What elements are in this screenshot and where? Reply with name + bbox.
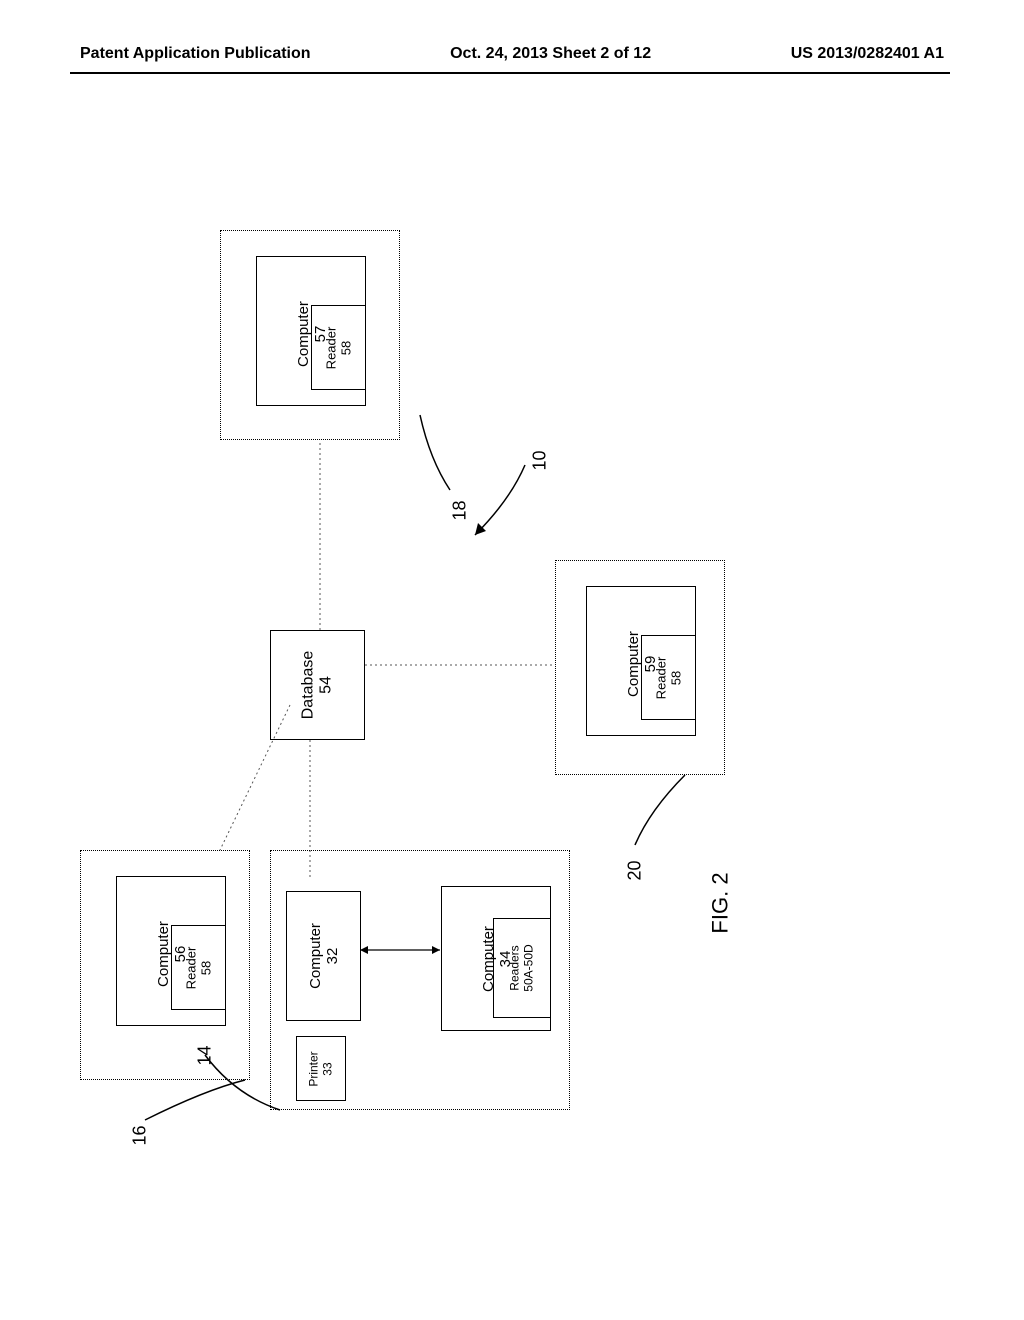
reader-label-c: Reader	[653, 656, 668, 699]
database-num: 54	[318, 676, 335, 694]
page-header: Patent Application Publication Oct. 24, …	[0, 45, 1024, 63]
computer-59: Computer 59 Reader 58	[586, 586, 696, 736]
reader-label-a: Reader	[183, 946, 198, 989]
computer-57-label: Computer	[295, 301, 312, 367]
printer-label: Printer	[307, 1051, 321, 1086]
header-right: US 2013/0282401 A1	[791, 45, 944, 63]
printer-33: Printer 33	[296, 1036, 346, 1101]
group-14: Computer 32 Printer 33 Computer 34 Reade…	[270, 850, 570, 1110]
reader-58-a: Reader 58	[171, 925, 226, 1010]
reader-label-b: Reader	[323, 326, 338, 369]
computer-56-label: Computer	[155, 921, 172, 987]
reader-58-c: Reader 58	[641, 635, 696, 720]
group-20: Computer 59 Reader 58	[555, 560, 725, 775]
readers-num: 50A-50D	[522, 944, 536, 991]
figure-diagram: Database 54 Computer 56 Reader 58 Comput…	[0, 150, 1024, 1250]
reader-num-c: 58	[668, 670, 683, 684]
readers-label: Readers	[508, 945, 522, 990]
printer-num: 33	[321, 1062, 335, 1075]
reader-num-a: 58	[198, 960, 213, 974]
reader-num-b: 58	[338, 340, 353, 354]
callout-16: 16	[130, 1125, 151, 1145]
computer-34: Computer 34 Readers 50A-50D	[441, 886, 551, 1031]
callout-10: 10	[530, 450, 551, 470]
computer-32: Computer 32	[286, 891, 361, 1021]
header-rule	[70, 72, 950, 74]
header-center: Oct. 24, 2013 Sheet 2 of 12	[450, 45, 651, 63]
figure-label: FIG. 2	[708, 872, 734, 933]
database-label: Database	[300, 651, 317, 720]
header-left: Patent Application Publication	[80, 45, 311, 63]
computer-32-label: Computer	[306, 923, 323, 989]
database-box: Database 54	[270, 630, 365, 740]
callout-20: 20	[625, 860, 646, 880]
readers-50: Readers 50A-50D	[493, 918, 551, 1018]
computer-56: Computer 56 Reader 58	[116, 876, 226, 1026]
callout-14: 14	[195, 1045, 216, 1065]
computer-59-label: Computer	[625, 631, 642, 697]
computer-57: Computer 57 Reader 58	[256, 256, 366, 406]
reader-58-b: Reader 58	[311, 305, 366, 390]
group-16: Computer 56 Reader 58	[80, 850, 250, 1080]
callout-18: 18	[450, 500, 471, 520]
group-18: Computer 57 Reader 58	[220, 230, 400, 440]
computer-32-num: 32	[323, 948, 340, 965]
